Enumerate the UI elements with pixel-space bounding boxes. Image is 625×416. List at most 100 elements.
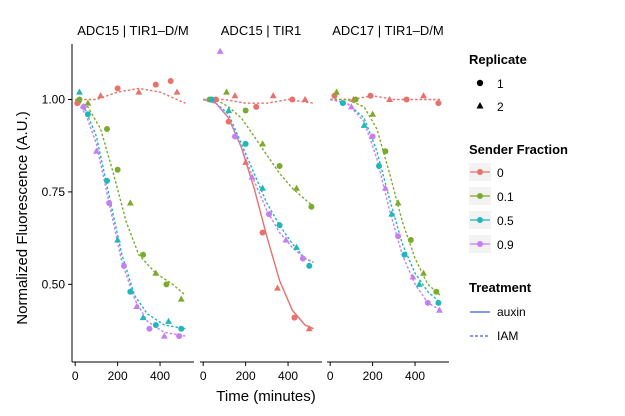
panel-2: ADC15 | TIR1 0 200 400 — [200, 23, 322, 383]
data-point — [369, 110, 377, 117]
legend-treatment: Treatment auxin IAM — [469, 280, 532, 343]
data-point — [407, 236, 414, 243]
data-point — [208, 96, 215, 103]
data-point — [167, 77, 174, 84]
data-point — [388, 210, 396, 217]
data-point — [420, 269, 427, 276]
data-point — [381, 184, 389, 191]
data-point — [232, 133, 239, 140]
data-point — [114, 166, 121, 173]
data-point — [225, 118, 232, 125]
data-point — [163, 281, 170, 288]
data-point — [259, 229, 266, 236]
data-point — [165, 317, 172, 324]
data-point — [382, 148, 389, 155]
data-point — [76, 88, 83, 95]
data-point — [135, 88, 143, 95]
x-tick-label: 400 — [278, 369, 298, 383]
data-point — [127, 288, 134, 295]
data-point — [178, 325, 185, 332]
data-point — [242, 158, 250, 165]
fit-curve-0.9-iam — [203, 98, 314, 263]
data-point — [231, 92, 239, 99]
data-point — [401, 251, 408, 258]
data-point — [301, 95, 309, 102]
data-point — [347, 103, 355, 110]
data-point — [176, 333, 183, 340]
legend-replicate: Replicate 1 2 — [469, 52, 527, 114]
data-point — [265, 211, 272, 218]
data-point — [212, 96, 219, 103]
data-point — [120, 262, 127, 269]
legend-treatment-item-auxin: auxin — [497, 305, 526, 319]
data-point — [367, 92, 374, 99]
legend-replicate-item-1: 1 — [497, 77, 504, 91]
data-point — [369, 133, 376, 140]
legend-key-dot-0 — [477, 169, 483, 175]
data-point — [308, 203, 315, 210]
legend-replicate-title: Replicate — [469, 52, 527, 67]
x-tick-label: 200 — [236, 369, 256, 383]
data-point — [276, 222, 283, 229]
data-point — [242, 140, 249, 147]
fit-curve-0.1-iam — [74, 98, 186, 296]
data-point — [173, 88, 181, 95]
panel-3: ADC17 | TIR1–D/M 0 200 400 — [327, 23, 449, 383]
data-point — [84, 111, 91, 118]
y-axis: 0.50 0.75 1.00 — [42, 44, 73, 362]
data-point — [269, 92, 277, 99]
data-point — [259, 184, 267, 191]
data-point — [114, 236, 122, 243]
data-point — [289, 96, 296, 103]
data-point — [152, 269, 160, 276]
data-point — [409, 273, 417, 280]
data-point — [394, 199, 402, 206]
data-point — [293, 184, 300, 191]
data-point — [333, 88, 340, 95]
data-point — [435, 100, 442, 107]
data-point — [160, 332, 168, 339]
panel-title: ADC15 | TIR1–D/M — [77, 23, 189, 38]
data-point — [291, 314, 298, 321]
fit-curve-0.9-iam — [74, 99, 186, 337]
data-point — [223, 88, 230, 95]
legend-replicate-circle-marker — [476, 79, 484, 87]
legend-replicate-item-2: 2 — [497, 100, 504, 114]
legend-fraction-keys — [469, 163, 491, 253]
data-point — [433, 288, 440, 295]
legend-key-dot-0.9 — [477, 241, 483, 247]
x-tick-label: 200 — [108, 369, 128, 383]
data-point — [403, 96, 410, 103]
data-point — [415, 280, 423, 287]
x-tick-label: 400 — [405, 369, 425, 383]
data-point — [146, 325, 153, 332]
x-tick-label: 200 — [363, 369, 383, 383]
data-point — [352, 96, 359, 103]
data-point — [386, 95, 394, 102]
data-point — [152, 322, 159, 329]
data-point — [253, 103, 260, 110]
data-point — [140, 251, 147, 258]
data-point — [80, 103, 87, 110]
data-point — [126, 199, 134, 206]
legend-fraction-item-0.1: 0.1 — [497, 190, 514, 204]
fit-curve-0-iam — [75, 87, 186, 104]
data-point — [92, 147, 100, 154]
data-point — [177, 295, 185, 302]
x-tick-label: 0 — [200, 369, 207, 383]
data-point — [306, 262, 313, 269]
legend-replicate-triangle-marker — [476, 102, 484, 109]
fit-curve-0.1-iam — [330, 98, 441, 296]
data-point — [133, 302, 141, 310]
data-point — [375, 163, 382, 170]
x-tick-label: 400 — [150, 369, 170, 383]
data-point — [274, 284, 281, 291]
x-axis-title: Time (minutes) — [216, 388, 315, 405]
data-point — [395, 233, 402, 240]
panel-title: ADC15 | TIR1 — [221, 23, 301, 38]
data-point — [104, 177, 111, 184]
y-tick-label: 0.75 — [42, 185, 66, 199]
data-point — [242, 107, 249, 114]
